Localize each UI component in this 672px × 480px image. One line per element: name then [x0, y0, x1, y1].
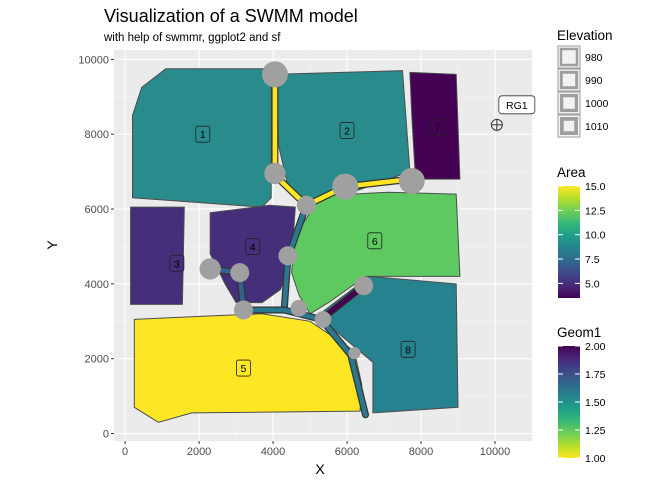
x-axis-title: X	[315, 461, 325, 477]
colorbar-label: 1.00	[585, 453, 606, 465]
subcatchment-8	[316, 275, 459, 414]
x-tick-label: 6000	[335, 446, 359, 458]
colorbar-label: 1.50	[585, 397, 606, 409]
legend-elevation-label: 1010	[585, 121, 609, 133]
legend-geom1-ticks: 2.00 1.75 1.50 1.25 1.00	[558, 341, 606, 465]
subcatchment-label: 7	[435, 122, 441, 134]
colorbar-label: 10.0	[585, 230, 606, 242]
y-tick-label: 0	[103, 429, 109, 441]
junction	[230, 263, 250, 283]
subcatchment-3	[130, 206, 185, 305]
y-tick-label: 2000	[85, 354, 109, 366]
junction	[348, 347, 361, 360]
legend-elevation-label: 990	[585, 75, 603, 87]
legend-elevation-key	[559, 93, 579, 113]
y-tick-label: 4000	[85, 279, 109, 291]
legend-geom1-colorbar	[558, 346, 580, 458]
colorbar-label: 15.0	[585, 181, 606, 193]
junction	[233, 300, 253, 320]
colorbar-label: 1.75	[585, 369, 606, 381]
chart-title: Visualization of a SWMM model	[104, 6, 358, 26]
junctions-layer	[199, 61, 425, 360]
subcatchment-label-box	[367, 232, 383, 250]
x-tick-label: 0	[122, 446, 128, 458]
subcatchment-label-box	[245, 238, 261, 255]
legend-elevation-title: Elevation	[557, 28, 613, 43]
y-axis-ticks: 0 2000 4000 6000 8000 10000	[78, 54, 114, 441]
x-tick-label: 10000	[480, 446, 511, 458]
junction	[264, 162, 286, 185]
subcatchment-label-box	[236, 359, 251, 377]
subcatchment-label-box	[339, 122, 355, 139]
junction	[278, 246, 298, 266]
subcatchment-label: 8	[405, 344, 411, 356]
legend-elevation-key	[560, 117, 578, 135]
legend-area-colorbar	[558, 186, 580, 298]
raingage: RG1	[490, 95, 536, 131]
subcatchment-label-box	[430, 118, 446, 136]
raingage-label-box	[498, 95, 536, 115]
x-tick-label: 2000	[187, 446, 211, 458]
junction	[290, 299, 308, 317]
raingage-label: RG1	[506, 100, 528, 112]
legend-area-ticks: 15.0 12.5 10.0 7.5 5.0	[558, 181, 606, 290]
subcatchment-label: 3	[174, 258, 180, 270]
legend-elevation-key	[559, 70, 579, 90]
subcatchment-label-box	[400, 340, 416, 358]
x-axis-ticks: 0 2000 4000 6000 8000 10000	[122, 441, 510, 458]
subcatchment-label: 5	[241, 363, 247, 375]
legend-elevation-key	[559, 47, 579, 67]
legend-elevation-label: 1000	[585, 98, 609, 110]
colorbar-label: 5.0	[585, 278, 600, 290]
y-axis-title: Y	[44, 240, 60, 250]
junction	[332, 173, 359, 200]
junction	[354, 276, 374, 296]
junction	[199, 258, 221, 280]
junction	[296, 195, 316, 215]
colorbar-label: 2.00	[585, 341, 606, 353]
subcatchment-label: 1	[200, 129, 206, 141]
colorbar-label: 1.25	[585, 425, 606, 437]
legend-area-title: Area	[557, 165, 586, 180]
subcatchment-label-box	[195, 125, 211, 143]
junction	[314, 311, 332, 328]
junction	[398, 167, 425, 194]
subcatchment-labels-layer: 1 2 3 4 5 6 7 8	[169, 118, 446, 377]
y-tick-label: 6000	[85, 204, 109, 216]
legend-geom1-title: Geom1	[557, 325, 601, 340]
x-tick-label: 4000	[261, 446, 285, 458]
x-tick-label: 8000	[409, 446, 433, 458]
colorbar-label: 7.5	[585, 254, 600, 266]
legend-elevation-label: 980	[585, 52, 603, 64]
junction	[261, 61, 288, 88]
y-tick-label: 8000	[85, 129, 109, 141]
subcatchment-label: 4	[250, 241, 256, 253]
legend-elevation: 980 990 1000 1010	[557, 45, 609, 138]
subcatchment-label: 6	[372, 236, 378, 248]
conduit	[272, 173, 415, 208]
chart-subtitle: with help of swmmr, ggplot2 and sf	[103, 32, 281, 44]
subcatchment-label: 2	[344, 125, 350, 137]
colorbar-label: 12.5	[585, 205, 606, 217]
subcatchment-label-box	[169, 254, 185, 272]
y-tick-label: 10000	[78, 54, 109, 66]
